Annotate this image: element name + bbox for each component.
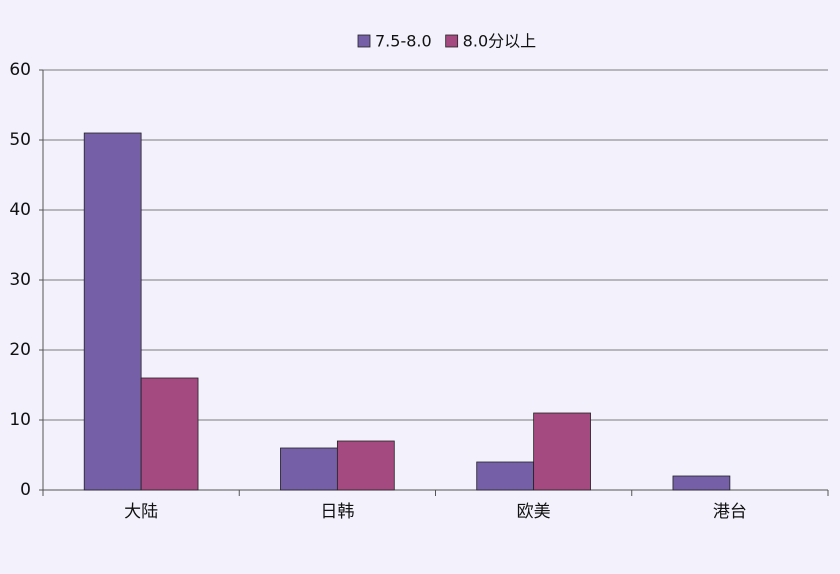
bar (533, 412, 591, 491)
legend-label: 8.0分以上 (463, 32, 536, 51)
bar (280, 447, 338, 491)
y-tick-label: 40 (9, 200, 31, 220)
legend-label: 7.5-8.0 (375, 32, 432, 51)
y-tick-label: 0 (20, 480, 31, 500)
y-tick-label: 20 (9, 340, 31, 360)
legend-swatch (357, 34, 371, 48)
legend: 7.5-8.0 8.0分以上 (357, 32, 536, 51)
legend-swatch (445, 34, 459, 48)
bar (140, 377, 199, 491)
bar (336, 440, 395, 491)
bar (672, 475, 731, 491)
x-tick-label: 日韩 (320, 502, 354, 522)
y-tick-label: 30 (9, 270, 31, 290)
x-tick-label: 港台 (713, 502, 747, 522)
x-tick-label: 欧美 (517, 502, 551, 522)
x-tick-label: 大陆 (124, 502, 158, 522)
y-tick-label: 10 (9, 410, 31, 430)
bar (476, 461, 535, 491)
y-tick-label: 50 (9, 130, 31, 150)
y-tick-label: 60 (9, 60, 31, 80)
bar (83, 132, 142, 491)
